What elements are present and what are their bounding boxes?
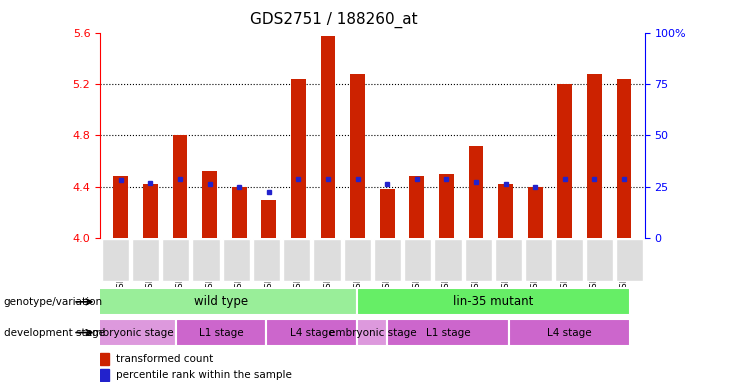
FancyBboxPatch shape bbox=[508, 319, 630, 346]
FancyBboxPatch shape bbox=[283, 239, 310, 281]
Text: development stage: development stage bbox=[4, 328, 104, 338]
Text: genotype/variation: genotype/variation bbox=[4, 297, 103, 307]
FancyBboxPatch shape bbox=[85, 319, 176, 346]
Text: L4 stage: L4 stage bbox=[290, 328, 334, 338]
Bar bbox=[350, 74, 365, 238]
FancyBboxPatch shape bbox=[357, 288, 630, 315]
FancyBboxPatch shape bbox=[465, 239, 492, 281]
Text: embryonic stage: embryonic stage bbox=[328, 328, 416, 338]
FancyBboxPatch shape bbox=[193, 239, 219, 281]
Bar bbox=[439, 174, 453, 238]
Bar bbox=[379, 189, 394, 238]
Text: GDS2751 / 188260_at: GDS2751 / 188260_at bbox=[250, 12, 417, 28]
FancyBboxPatch shape bbox=[357, 319, 388, 346]
Bar bbox=[617, 79, 631, 238]
Bar bbox=[409, 176, 424, 238]
FancyBboxPatch shape bbox=[85, 288, 357, 315]
FancyBboxPatch shape bbox=[374, 239, 401, 281]
Text: lin-35 mutant: lin-35 mutant bbox=[453, 295, 534, 308]
Bar bbox=[173, 136, 187, 238]
FancyBboxPatch shape bbox=[556, 239, 582, 281]
Text: L4 stage: L4 stage bbox=[547, 328, 591, 338]
FancyBboxPatch shape bbox=[388, 319, 508, 346]
Bar bbox=[113, 176, 128, 238]
Bar bbox=[262, 200, 276, 238]
Bar bbox=[528, 187, 542, 238]
Text: wild type: wild type bbox=[194, 295, 248, 308]
FancyBboxPatch shape bbox=[434, 239, 462, 281]
FancyBboxPatch shape bbox=[585, 239, 613, 281]
FancyBboxPatch shape bbox=[102, 239, 129, 281]
FancyBboxPatch shape bbox=[525, 239, 552, 281]
FancyBboxPatch shape bbox=[404, 239, 431, 281]
FancyBboxPatch shape bbox=[495, 239, 522, 281]
FancyBboxPatch shape bbox=[313, 239, 341, 281]
Text: L1 stage: L1 stage bbox=[425, 328, 471, 338]
FancyBboxPatch shape bbox=[267, 319, 357, 346]
Bar bbox=[100, 369, 109, 381]
FancyBboxPatch shape bbox=[132, 239, 159, 281]
Text: L1 stage: L1 stage bbox=[199, 328, 243, 338]
Bar bbox=[468, 146, 483, 238]
FancyBboxPatch shape bbox=[176, 319, 267, 346]
Text: embryonic stage: embryonic stage bbox=[87, 328, 174, 338]
FancyBboxPatch shape bbox=[616, 239, 643, 281]
FancyBboxPatch shape bbox=[222, 239, 250, 281]
Bar bbox=[321, 36, 336, 238]
Bar bbox=[557, 84, 572, 238]
FancyBboxPatch shape bbox=[162, 239, 189, 281]
Text: transformed count: transformed count bbox=[116, 354, 213, 364]
Bar bbox=[202, 171, 217, 238]
Bar bbox=[100, 353, 109, 365]
Bar bbox=[143, 184, 158, 238]
FancyBboxPatch shape bbox=[253, 239, 280, 281]
Bar bbox=[232, 187, 247, 238]
FancyBboxPatch shape bbox=[344, 239, 370, 281]
Bar bbox=[291, 79, 306, 238]
Text: percentile rank within the sample: percentile rank within the sample bbox=[116, 369, 291, 379]
Bar bbox=[498, 184, 513, 238]
Bar bbox=[587, 74, 602, 238]
